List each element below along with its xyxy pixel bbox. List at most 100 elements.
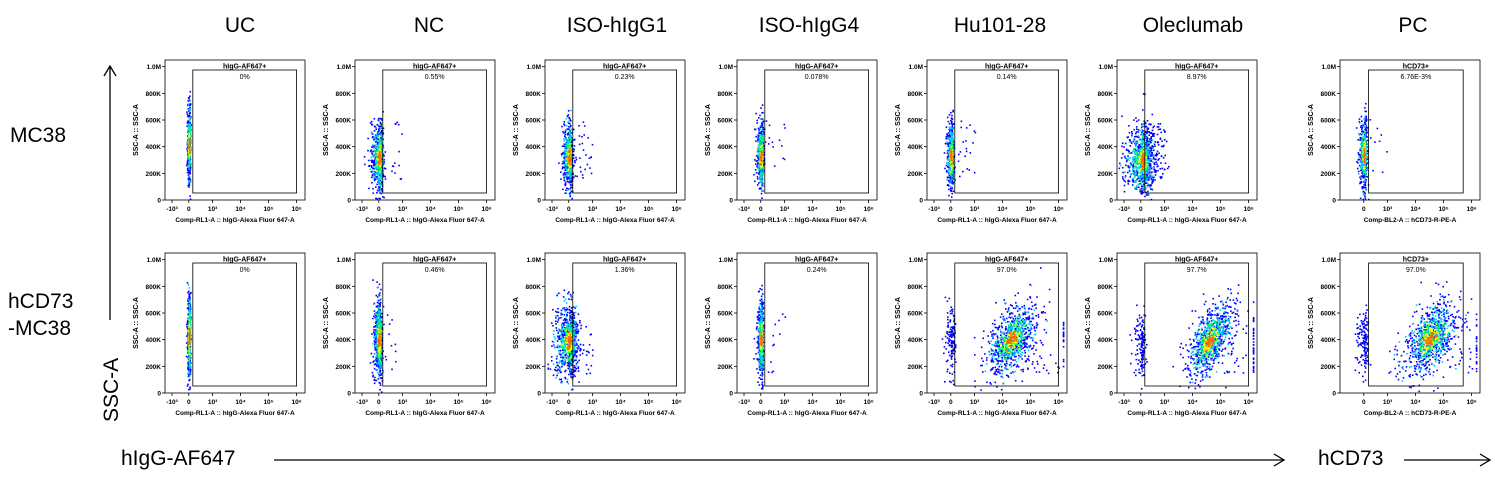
event-dot [950,180,952,182]
event-dot [565,160,568,162]
event-dot [563,150,565,153]
event-dot [1135,144,1137,146]
event-dot [188,103,191,106]
gate-label: hIgG-AF647+ [985,64,1028,71]
y-tick-label: 1.0M [147,64,161,71]
event-dot [1138,156,1140,158]
event-dot [189,127,191,129]
event-dot [569,153,572,155]
event-dot [947,161,949,164]
event-dot-sparse [1153,162,1156,164]
event-dot [1142,178,1145,180]
event-dot [1140,154,1142,157]
event-dot [952,110,954,113]
event-dot [762,182,764,185]
event-dot [1138,151,1141,153]
event-dot [186,162,189,164]
event-dot [759,150,761,152]
event-dot [1137,186,1140,188]
event-dot [380,170,382,172]
event-dot [1148,162,1150,165]
event-dot [566,151,569,153]
event-dot [761,143,763,145]
event-dot [379,188,382,190]
event-dot [380,168,383,170]
event-dot [568,161,571,164]
event-dot-sparse [1159,176,1162,178]
event-dot [1123,190,1126,193]
event-dot [1136,161,1138,164]
event-dots [753,104,786,199]
event-dot [564,158,567,161]
event-dot [188,119,191,121]
event-dot [1147,190,1149,193]
event-dot [758,169,760,171]
event-dot [760,155,763,157]
event-dot [1137,134,1140,137]
x-tick-label: 10⁶ [291,206,301,213]
x-tick-label: -10³ [166,206,178,213]
event-dot [188,184,191,186]
event-dot-sparse [1151,132,1154,135]
event-dot [379,174,382,176]
event-dot [380,156,383,158]
event-dot [363,156,366,158]
y-axis-title: SSC-A :: SSC-A [323,104,330,156]
event-dot [755,171,758,174]
event-dot [1148,169,1150,171]
event-dot [378,119,381,121]
event-dot [570,162,573,164]
event-dot [1143,162,1146,164]
event-dot [1127,171,1129,174]
event-dot [761,135,763,137]
event-dot [567,160,570,163]
event-dot [952,138,954,140]
event-dot [1138,171,1140,174]
event-dot [375,156,378,158]
event-dot [377,160,380,163]
event-dot-sparse [1159,168,1162,170]
event-dot [760,176,763,178]
event-dot [380,122,382,125]
event-dot [1145,136,1147,139]
event-dot [373,171,376,173]
event-dot [950,127,952,130]
event-dot [758,178,761,180]
event-dot [378,135,381,138]
event-dot [568,157,570,159]
event-dot [950,122,953,125]
event-dot [1138,149,1141,152]
event-dot [1152,154,1155,156]
event-dot [379,138,381,141]
event-dot [563,167,566,169]
event-dot-sparse [586,163,589,166]
event-dot [757,155,760,158]
event-dot [1130,173,1133,175]
event-dot [1155,154,1157,156]
event-dot-sparse [1153,149,1155,152]
event-dot [1147,179,1149,181]
event-dot-sparse [1165,140,1168,143]
event-dot [569,194,572,196]
event-dot [1132,171,1135,174]
event-dot [376,170,378,172]
event-dot [760,137,762,140]
event-dot [573,148,575,151]
event-dot [376,132,379,135]
event-dot [379,181,381,183]
x-tick-label: 10³ [398,206,408,213]
event-dot [759,134,761,136]
row-label-hcd73-mc38: hCD73 -MC38 [8,290,74,340]
event-dot [1152,166,1155,169]
event-dot [948,167,951,170]
event-dot [760,171,762,173]
event-dot [371,155,374,157]
event-dot [187,184,189,187]
event-dot [1143,188,1146,191]
event-dot [1147,157,1149,160]
event-dot [563,157,566,160]
event-dot [188,99,191,101]
event-dot [374,144,377,146]
event-dot [1122,166,1124,169]
event-dot-sparse [1158,158,1160,160]
